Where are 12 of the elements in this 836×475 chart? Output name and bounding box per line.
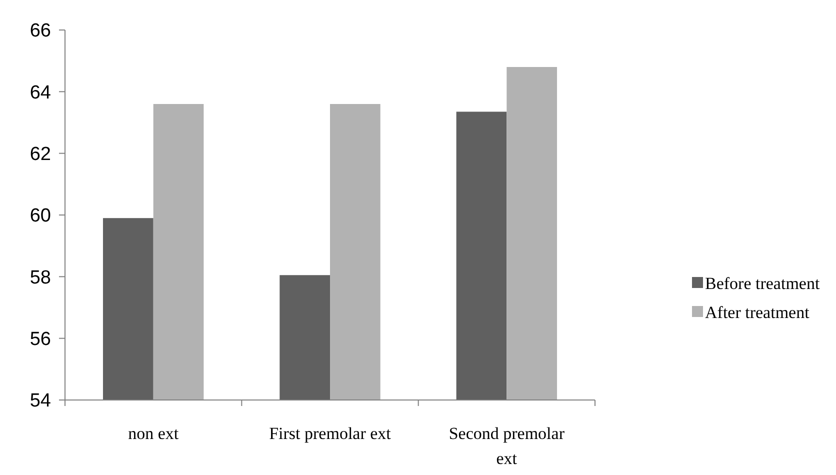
x-tick-label: non ext (128, 424, 179, 443)
y-tick-label: 54 (30, 390, 52, 412)
y-tick-label: 66 (30, 20, 51, 42)
y-tick-label: 64 (30, 82, 52, 104)
y-tick-label: 60 (30, 206, 51, 227)
y-tick-label: 62 (30, 144, 51, 165)
x-tick-label: Second premolar ext (448, 424, 565, 468)
legend-label: Before treatment (705, 274, 820, 293)
y-tick-label: 58 (30, 267, 51, 288)
x-tick-label: First premolar ext (269, 424, 392, 443)
legend-label: After treatment (705, 302, 810, 322)
y-tick-label: 56 (30, 328, 51, 350)
